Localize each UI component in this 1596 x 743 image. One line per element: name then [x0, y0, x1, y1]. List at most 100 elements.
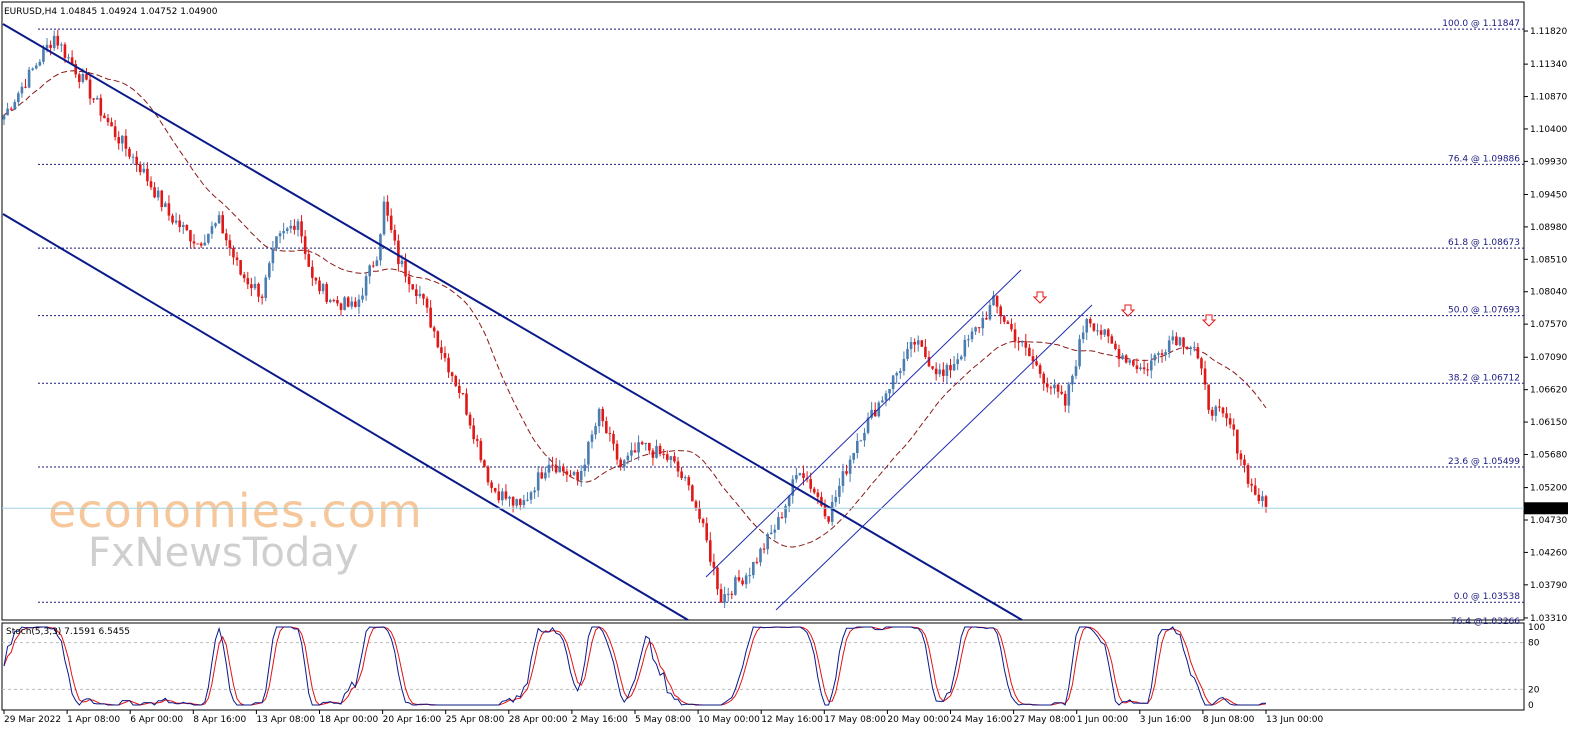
- stoch-level-label: 100: [1528, 623, 1545, 633]
- candle-body: [812, 488, 816, 493]
- candle-body: [138, 164, 142, 173]
- x-tick-label: 10 May 00:00: [698, 715, 760, 725]
- y-tick-label: 1.09450: [1530, 190, 1567, 200]
- candle-body: [289, 225, 293, 229]
- candle-body: [992, 295, 995, 306]
- candle-body: [1200, 358, 1203, 369]
- candle-body: [820, 496, 823, 506]
- candle-body: [855, 440, 859, 453]
- candle-body: [407, 276, 411, 285]
- candle-body: [85, 74, 88, 80]
- candle-body: [708, 540, 712, 562]
- candle-body: [153, 187, 156, 198]
- candle-body: [1078, 339, 1081, 367]
- candle-body: [931, 366, 934, 369]
- candle-body: [178, 220, 181, 228]
- candle-body: [447, 357, 450, 373]
- candle-body: [461, 392, 465, 394]
- candle-body: [45, 44, 49, 49]
- fib-label: 38.2 @ 1.06712: [1448, 373, 1520, 383]
- candle-body: [544, 472, 547, 479]
- candle-body: [1067, 384, 1071, 406]
- candle-body: [942, 369, 945, 376]
- candle-body: [576, 471, 579, 481]
- candle-body: [336, 300, 339, 304]
- candle-body: [479, 440, 483, 461]
- candle-body: [397, 240, 400, 265]
- candle-body: [934, 368, 938, 375]
- symbol-header: EURUSD,H4 1.04845 1.04924 1.04752 1.0490…: [4, 7, 218, 17]
- candle-body: [809, 479, 812, 489]
- candle-body: [533, 490, 536, 493]
- candle-body: [906, 348, 909, 359]
- candle-body: [493, 487, 497, 492]
- candle-body: [1210, 409, 1214, 416]
- candlesticks: [2, 29, 1268, 609]
- candle-body: [332, 300, 336, 302]
- y-tick-label: 1.09930: [1530, 157, 1567, 167]
- candle-body: [838, 485, 841, 497]
- candle-body: [174, 220, 178, 223]
- candle-body: [242, 274, 246, 279]
- candle-body: [569, 474, 572, 476]
- candle-body: [1225, 413, 1228, 419]
- candle-body: [895, 373, 899, 376]
- candle-body: [1228, 418, 1232, 425]
- candle-body: [637, 442, 640, 453]
- candle-body: [1049, 387, 1053, 389]
- y-tick-label: 1.11340: [1530, 60, 1567, 70]
- current-price-label: 1.04900: [1528, 505, 1565, 515]
- candle-body: [56, 35, 60, 46]
- candle-body: [60, 44, 63, 46]
- candle-body: [999, 306, 1002, 317]
- candle-body: [572, 471, 576, 475]
- candle-body: [232, 247, 235, 258]
- stoch-plot-border: [1, 622, 1525, 711]
- candle-body: [558, 466, 562, 473]
- candle-body: [511, 496, 515, 506]
- candle-body: [443, 352, 447, 358]
- candle-body: [694, 501, 698, 509]
- candle-body: [1175, 336, 1178, 346]
- candle-body: [648, 442, 651, 451]
- candle-body: [17, 93, 20, 103]
- candle-body: [239, 260, 242, 275]
- candle-body: [1046, 383, 1049, 388]
- candle-body: [181, 225, 185, 228]
- y-tick-label: 1.04730: [1530, 516, 1567, 526]
- candle-body: [716, 567, 719, 590]
- candle-body: [228, 240, 232, 248]
- x-tick-label: 5 May 08:00: [635, 715, 691, 725]
- y-tick-label: 1.06150: [1530, 418, 1567, 428]
- candle-body: [1132, 360, 1135, 366]
- candle-body: [389, 215, 393, 230]
- descending-channel-lower: [2, 213, 689, 621]
- stochastic-panel: 100 80 20 0: [2, 623, 1545, 711]
- candle-body: [633, 450, 637, 453]
- candle-body: [691, 485, 694, 502]
- stoch-level-label: 80: [1528, 639, 1540, 649]
- candle-body: [913, 341, 916, 345]
- candle-body: [472, 425, 475, 440]
- candle-body: [311, 266, 314, 278]
- candle-body: [1214, 406, 1218, 416]
- x-tick-label: 18 Apr 00:00: [320, 715, 379, 725]
- candle-body: [368, 265, 371, 277]
- candle-body: [250, 284, 253, 289]
- candle-body: [579, 470, 583, 481]
- candle-body: [1020, 341, 1024, 343]
- ascending-channel-lower: [775, 304, 1093, 611]
- candle-body: [74, 64, 78, 75]
- candle-body: [769, 532, 773, 534]
- candle-body: [536, 472, 540, 491]
- candle-body: [429, 307, 432, 328]
- candle-body: [816, 492, 820, 497]
- candle-body: [1264, 496, 1268, 507]
- candle-body: [1207, 384, 1210, 410]
- candle-body: [253, 283, 257, 289]
- candle-body: [852, 452, 855, 460]
- y-tick-label: 1.08510: [1530, 255, 1567, 265]
- candle-body: [1028, 347, 1031, 357]
- candle-body: [640, 442, 644, 445]
